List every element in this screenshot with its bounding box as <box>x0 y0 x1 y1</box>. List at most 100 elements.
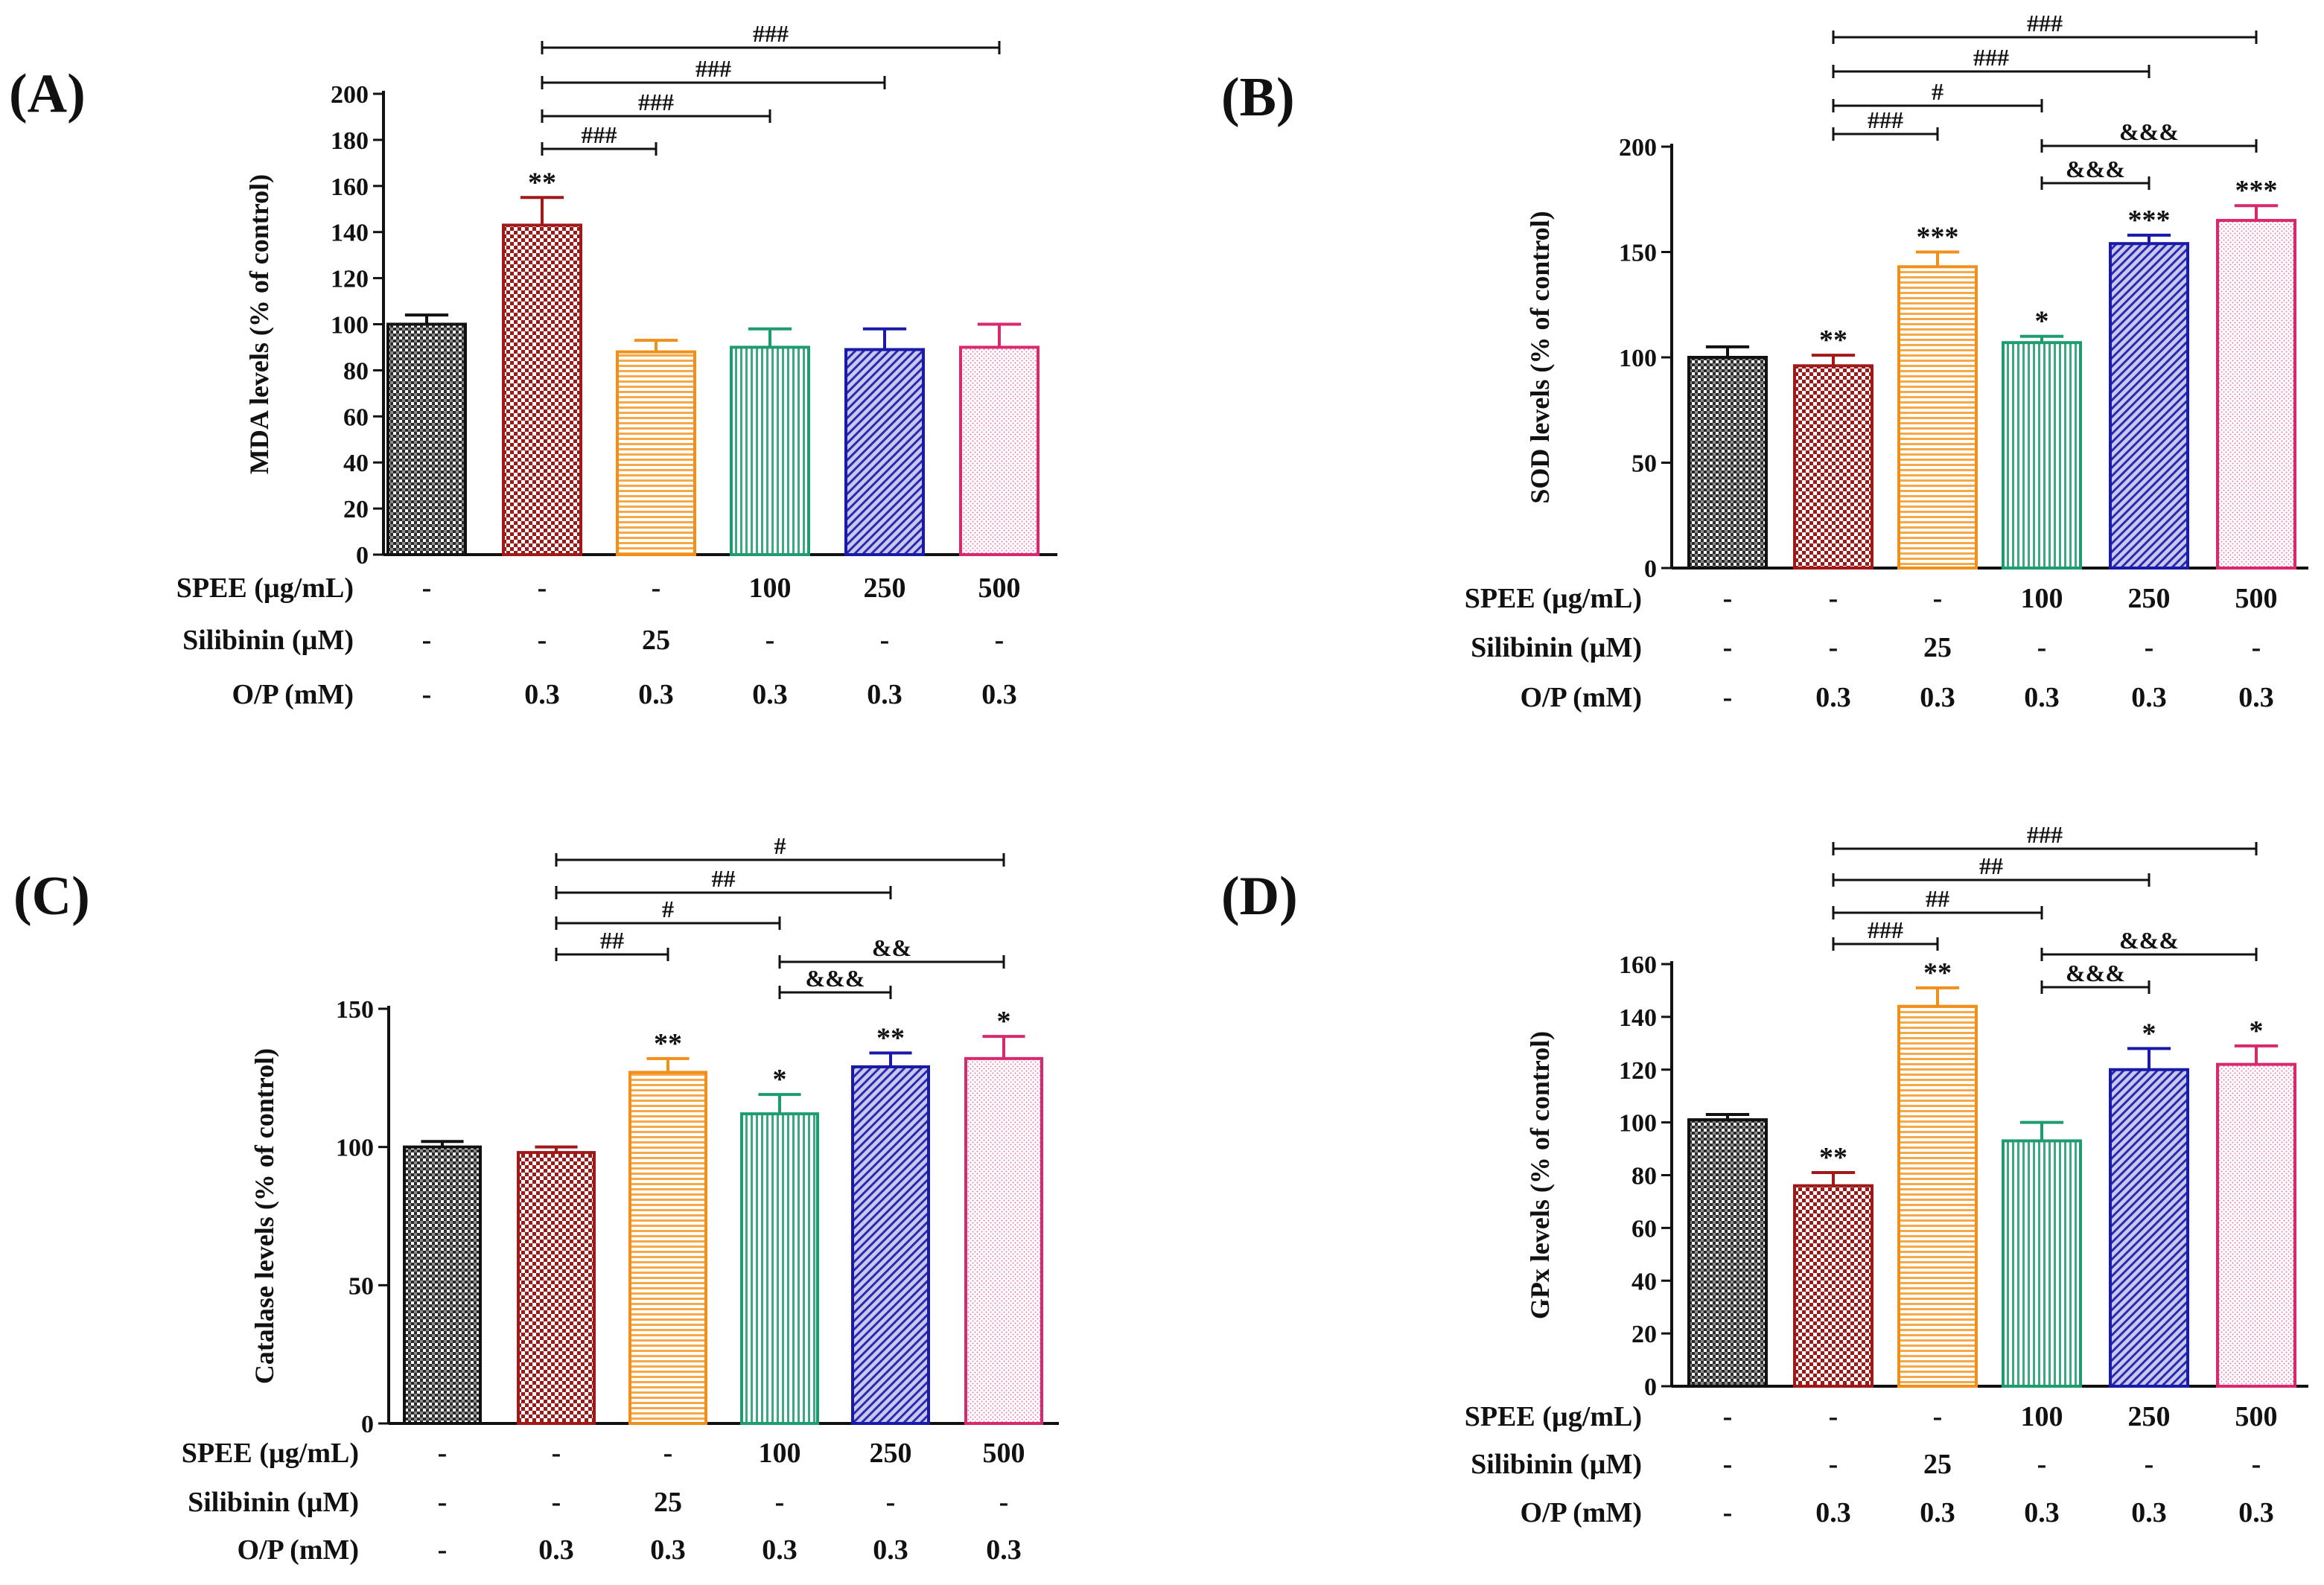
y-tick-label: 150 <box>336 996 374 1024</box>
bar <box>2216 1062 2296 1388</box>
treatment-row-value: - <box>422 679 432 710</box>
bracket-label: ### <box>638 89 674 115</box>
treatment-row-value: - <box>1829 1401 1838 1432</box>
y-tick-label: 200 <box>1619 134 1657 162</box>
treatment-row-label: Silibinin (µM) <box>182 625 354 656</box>
y-axis-label: MDA levels (% of control) <box>244 174 274 474</box>
y-tick-label: 60 <box>1631 1215 1657 1243</box>
panel-d: (D) GPx levels (% of control) 0 20 40 60 80 100… <box>1221 821 2308 1528</box>
treatment-row-value: 0.3 <box>1815 682 1851 713</box>
significance-stars: ** <box>1819 325 1847 356</box>
panel-label: (C) <box>13 866 90 927</box>
treatment-row-value: - <box>1829 1449 1838 1480</box>
treatment-row-value: 500 <box>978 573 1021 604</box>
bar <box>502 223 582 556</box>
bracket-label: ## <box>1926 885 1949 912</box>
treatment-row-value: 0.3 <box>873 1534 908 1566</box>
treatment-row-value: 0.3 <box>1920 682 1955 713</box>
treatment-row-value: - <box>886 1487 896 1518</box>
bar <box>2109 1068 2189 1388</box>
treatment-row-value: 25 <box>654 1487 682 1518</box>
bracket-label: &&& <box>2066 960 2125 986</box>
y-tick-label: 80 <box>1631 1163 1657 1190</box>
bracket-label: # <box>1932 78 1943 105</box>
bracket-label: # <box>662 896 674 922</box>
y-axis-label: SOD levels (% of control) <box>1525 211 1555 503</box>
bracket-label: ### <box>582 121 617 148</box>
y-tick-label: 100 <box>331 312 369 339</box>
treatment-row-value: 0.3 <box>524 679 560 710</box>
y-tick-label: 60 <box>343 404 369 431</box>
treatment-row-value: 100 <box>2021 583 2063 614</box>
treatment-row-value: 0.3 <box>981 679 1017 710</box>
treatment-row-value: 0.3 <box>2024 682 2060 713</box>
y-tick-label: 100 <box>1619 1110 1657 1138</box>
y-tick-label: 80 <box>343 357 369 385</box>
treatment-row-value: 0.3 <box>1920 1497 1955 1528</box>
treatment-row-value: 0.3 <box>2238 682 2274 713</box>
significance-stars: * <box>2250 1015 2264 1047</box>
treatment-row-value: - <box>880 625 890 656</box>
treatment-row-value: - <box>775 1487 785 1518</box>
treatment-row-value: - <box>2037 632 2047 663</box>
significance-stars: * <box>2035 306 2049 337</box>
treatment-row-value: - <box>422 625 432 656</box>
significance-stars: ** <box>654 1028 682 1059</box>
y-axis-label: Catalase levels (% of control) <box>249 1048 279 1384</box>
treatment-row-value: 25 <box>1923 1449 1952 1480</box>
bar <box>1793 364 1873 570</box>
treatment-row-value: 0.3 <box>2131 682 2167 713</box>
treatment-row-value: - <box>999 1487 1009 1518</box>
significance-stars: *** <box>1917 222 1959 253</box>
treatment-row-label: Silibinin (µM) <box>1471 632 1642 663</box>
treatment-row-value: - <box>663 1438 673 1469</box>
bracket-label: ### <box>2027 821 2063 848</box>
bar <box>959 345 1040 556</box>
treatment-row-value: 0.3 <box>2131 1497 2167 1528</box>
y-tick-label: 120 <box>331 266 369 293</box>
bar <box>1897 1004 1978 1388</box>
bracket-label: &&& <box>2119 927 2179 954</box>
bracket-label: &&& <box>806 965 865 992</box>
bar <box>851 1065 930 1425</box>
bracket-label: &&& <box>2066 156 2125 182</box>
y-axis-label: GPx levels (% of control) <box>1525 1031 1555 1319</box>
treatment-row-value: - <box>995 625 1005 656</box>
treatment-row-label: O/P (mM) <box>1520 682 1642 713</box>
treatment-row-label: SPEE (µg/mL) <box>1465 583 1642 614</box>
y-tick-label: 180 <box>331 127 369 155</box>
y-tick-label: 20 <box>343 496 369 523</box>
treatment-row-value: 0.3 <box>538 1534 574 1566</box>
bracket-label: ### <box>695 55 731 82</box>
treatment-row-value: 250 <box>2128 1401 2171 1432</box>
y-tick-label: 0 <box>356 542 369 570</box>
treatment-row-value: - <box>1933 1401 1943 1432</box>
treatment-row-value: 25 <box>642 625 670 656</box>
y-tick-label: 0 <box>1644 555 1657 583</box>
treatment-row-value: 500 <box>983 1438 1025 1469</box>
treatment-row-value: 0.3 <box>752 679 788 710</box>
treatment-row-label: O/P (mM) <box>232 679 354 710</box>
treatment-row-label: O/P (mM) <box>1520 1497 1642 1528</box>
bracket-label: ### <box>1973 44 2009 71</box>
bracket-label: ### <box>753 20 789 47</box>
treatment-row-value: - <box>1723 1401 1733 1432</box>
treatment-row-value: 0.3 <box>762 1534 798 1566</box>
bracket-label: ### <box>2027 10 2063 36</box>
y-tick-label: 160 <box>331 173 369 201</box>
bar <box>403 1145 482 1425</box>
bracket-label: ### <box>1868 916 1903 943</box>
treatment-row-value: - <box>765 625 775 656</box>
bar <box>2109 242 2189 570</box>
treatment-row-value: - <box>1723 682 1733 713</box>
treatment-row-value: - <box>2145 632 2154 663</box>
treatment-row-value: - <box>1723 632 1733 663</box>
treatment-row-label: Silibinin (µM) <box>1471 1449 1642 1480</box>
treatment-row-value: - <box>552 1487 561 1518</box>
bracket-label: # <box>774 832 786 859</box>
treatment-row-value: - <box>2145 1449 2154 1480</box>
bar <box>1687 356 1768 570</box>
significance-stars: * <box>773 1064 787 1095</box>
